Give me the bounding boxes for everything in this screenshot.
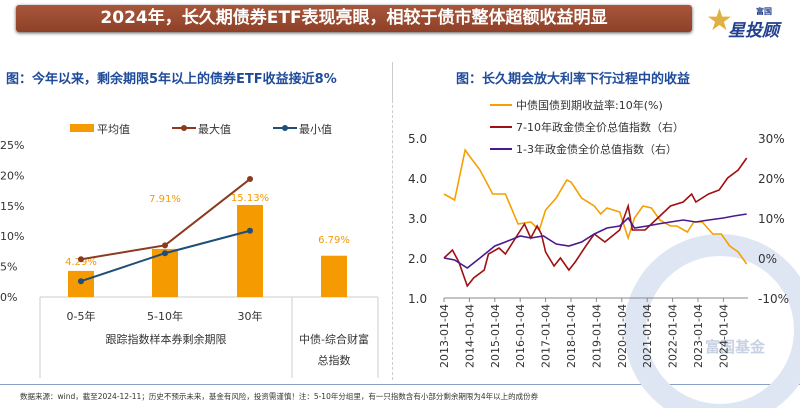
x-tick-label: 2019-01-04	[590, 304, 603, 368]
right-y-tick-label: 30%	[758, 132, 785, 146]
left-y-tick-label: 2.0	[408, 252, 427, 266]
legend-label: 平均值	[97, 123, 130, 136]
x-tick-label: 2024-01-04	[717, 304, 730, 368]
watermark-text: 富国基金	[705, 338, 766, 356]
line-point	[247, 227, 253, 234]
series-line	[443, 213, 747, 269]
legend-label: 最小值	[299, 123, 332, 136]
divider	[392, 62, 393, 100]
series-line	[443, 157, 748, 288]
group-label: 中债-综合财富	[299, 332, 369, 346]
section-divider	[392, 100, 393, 380]
bar-data-label: 6.79%	[318, 235, 350, 246]
left-chart-title: 图：今年以来，剩余期限5年以上的债券ETF收益接近8%	[6, 72, 337, 87]
star-icon: ★	[706, 3, 733, 38]
left-y-tick-label: 4.0	[408, 172, 427, 186]
bar-average	[237, 205, 263, 297]
line-point	[247, 176, 253, 183]
logo-big-text: 星投顾	[728, 21, 779, 41]
slide-title-banner: 2024年，长久期债券ETF表现亮眼，相较于债市整体超额收益明显	[16, 5, 692, 32]
x-tick-label: 2017-01-04	[540, 304, 553, 368]
bar-data-label: 15.13%	[231, 193, 269, 204]
x-tick-label: 5-10年	[147, 309, 183, 323]
y-tick-label: 10%	[0, 230, 24, 243]
legend-marker	[181, 125, 187, 131]
x-tick-label: 0-5年	[67, 309, 96, 323]
x-tick-label: 2020-01-04	[616, 304, 629, 368]
legend-label: 最大值	[198, 122, 231, 136]
slide-title: 2024年，长久期债券ETF表现亮眼，相较于债市整体超额收益明显	[100, 8, 608, 28]
group-label: 总指数	[318, 353, 351, 367]
y-tick-label: 15%	[0, 200, 24, 213]
y-tick-label: 20%	[0, 169, 24, 182]
x-tick-label: 2013-01-04	[438, 304, 451, 368]
right-y-tick-label: 10%	[758, 212, 785, 226]
legend-label: 中债国债到期收益率:10年(%)	[516, 98, 663, 112]
right-y-tick-label: 20%	[758, 172, 785, 186]
left-y-tick-label: 1.0	[408, 292, 427, 306]
x-tick-label: 2022-01-04	[667, 304, 680, 368]
right-y-tick-label: 0%	[758, 252, 777, 266]
legend-marker	[282, 125, 288, 131]
y-tick-label: 0%	[0, 291, 17, 304]
y-tick-label: 5%	[0, 261, 17, 274]
legend-label: 1-3年政金债全价总值指数（右）	[516, 142, 677, 156]
bar-data-label: 7.91%	[149, 194, 181, 205]
x-tick-label: 2021-01-04	[641, 304, 654, 368]
line-point	[162, 250, 168, 257]
logo-small-text: 富国	[756, 7, 772, 16]
bar-average	[321, 255, 347, 297]
footer-rule	[0, 384, 800, 385]
legend-label: 7-10年政金债全价总值指数（右）	[516, 120, 684, 134]
right-chart-title: 图：长久期会放大利率下行过程中的收益	[456, 72, 691, 87]
x-tick-label: 2015-01-04	[489, 304, 502, 368]
x-tick-label: 30年	[238, 309, 263, 323]
bar-data-label: 4.29%	[65, 257, 97, 268]
x-tick-label: 2016-01-04	[514, 304, 527, 368]
x-tick-label: 2023-01-04	[692, 304, 705, 368]
legend-swatch-average	[70, 124, 94, 132]
left-y-tick-label: 3.0	[408, 212, 427, 226]
line-point	[78, 256, 84, 263]
line-point	[78, 278, 84, 285]
left-y-tick-label: 5.0	[408, 132, 427, 146]
y-tick-label: 25%	[0, 139, 24, 152]
x-tick-label: 2018-01-04	[565, 304, 578, 368]
watermark-logo-ring	[624, 234, 800, 408]
x-tick-label: 2014-01-04	[463, 304, 476, 368]
footer-note: 数据来源：wind，截至2024-12-11；历史不预示未来，基金有风险，投资需…	[20, 392, 539, 401]
line-point	[162, 242, 168, 249]
brand-logo: ★ 富国 星投顾	[706, 3, 796, 42]
group-label: 跟踪指数样本券剩余期限	[106, 332, 227, 346]
right-y-tick-label: -10%	[758, 292, 789, 306]
